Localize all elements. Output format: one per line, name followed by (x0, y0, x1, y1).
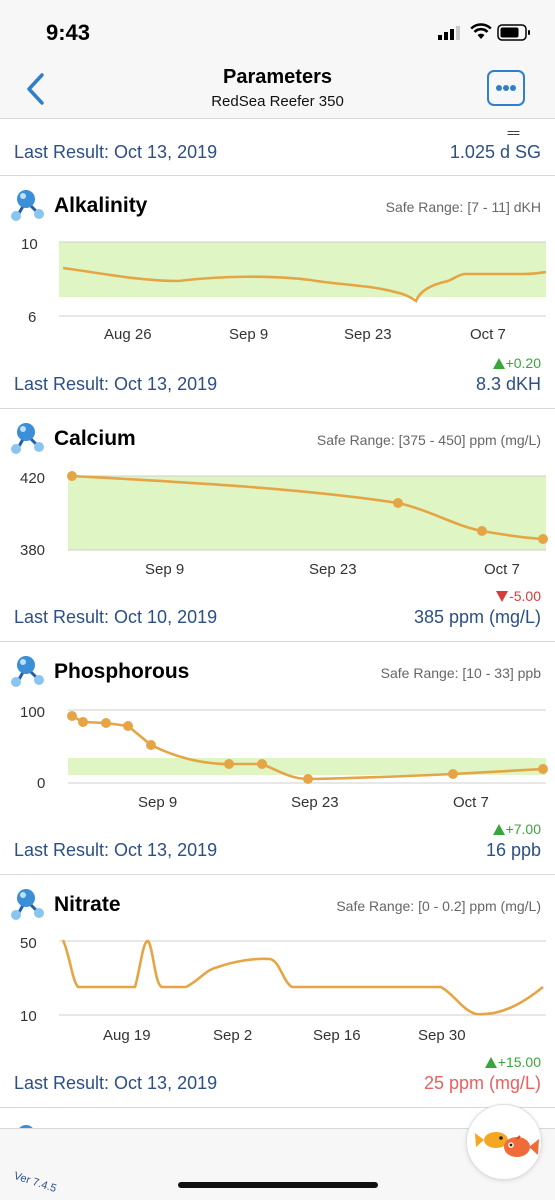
x-tick: Aug 19 (103, 1027, 151, 1044)
data-point (146, 740, 156, 750)
home-indicator (178, 1182, 378, 1188)
last-result-label: Last Result: Oct 13, 2019 (14, 840, 218, 860)
arrow-up-icon (492, 358, 505, 369)
molecule-icon (11, 889, 44, 920)
change-indicator: +7.00 (492, 821, 541, 837)
last-result-label: Last Result: Oct 13, 2019 (14, 1073, 218, 1093)
navigation-bar: Parameters RedSea Reefer 350 (0, 60, 555, 119)
data-point (224, 759, 234, 769)
data-point (78, 717, 88, 727)
data-point (67, 711, 77, 721)
chevron-left-icon[interactable] (22, 72, 50, 106)
parameter-name: Calcium (54, 427, 136, 450)
parameter-name: Alkalinity (54, 194, 148, 217)
y-tick: 10 (20, 1008, 37, 1025)
phosphorous-chart: 100 0 Sep 9 Sep 23 Oct 7 (20, 704, 548, 811)
safe-range: Safe Range: [7 - 11] dKH (385, 199, 541, 215)
nitrate-value: 25 ppm (mg/L) (423, 1073, 541, 1093)
trend-line (61, 939, 544, 1016)
change-indicator: +0.20 (492, 355, 541, 371)
y-tick: 380 (20, 542, 45, 559)
arrow-up-icon (492, 824, 505, 835)
x-tick: Oct 7 (484, 561, 520, 578)
x-tick: Sep 30 (418, 1027, 466, 1044)
trend-line (62, 266, 547, 304)
last-result-label: Last Result: Oct 10, 2019 (14, 607, 218, 627)
status-bar: 9:43 (0, 0, 555, 60)
x-tick: Oct 7 (470, 326, 506, 343)
data-point (101, 718, 111, 728)
data-point (123, 721, 133, 731)
fish-icon (475, 1132, 539, 1157)
molecule-icon (11, 190, 44, 221)
arrow-up-icon (484, 1057, 497, 1068)
ellipsis-icon (496, 85, 502, 91)
data-point (477, 526, 487, 536)
y-tick: 6 (28, 309, 36, 326)
specific-gravity-value: 1.025 d SG (449, 142, 541, 162)
sg-indicator: == (506, 126, 520, 140)
data-point (538, 534, 548, 544)
calcium-value: 385 ppm (mg/L) (413, 607, 541, 627)
arrow-down-icon (496, 591, 509, 602)
x-tick: Sep 23 (291, 794, 339, 811)
x-tick: Oct 7 (453, 794, 489, 811)
change-indicator: -5.00 (496, 588, 541, 604)
bottom-bar (0, 1128, 555, 1200)
nitrate-card[interactable]: Nitrate Safe Range: [0 - 0.2] ppm (mg/L)… (0, 876, 555, 1108)
x-tick: Sep 9 (145, 561, 184, 578)
x-tick: Sep 9 (229, 326, 268, 343)
y-tick: 50 (20, 935, 37, 952)
data-point (448, 769, 458, 779)
data-point (303, 774, 313, 784)
change-indicator: +15.00 (484, 1054, 541, 1070)
cellular-signal-icon (438, 26, 460, 40)
y-tick: 0 (37, 775, 45, 792)
tank-name: RedSea Reefer 350 (211, 93, 344, 110)
alkalinity-value: 8.3 dKH (475, 374, 541, 394)
x-tick: Aug 26 (104, 326, 152, 343)
fish-action-button[interactable] (466, 1104, 542, 1180)
x-tick: Sep 23 (344, 326, 392, 343)
safe-range-band (59, 242, 546, 297)
x-tick: Sep 16 (313, 1027, 361, 1044)
x-tick: Sep 2 (213, 1027, 252, 1044)
last-result-label: Last Result: Oct 13, 2019 (14, 142, 218, 162)
more-options-button[interactable] (487, 70, 525, 106)
safe-range-band (68, 476, 546, 550)
data-point (67, 471, 77, 481)
alkalinity-chart: 10 6 Aug 26 Sep 9 Sep 23 Oct 7 (21, 236, 547, 343)
calcium-chart: 420 380 Sep 9 Sep 23 Oct 7 (20, 470, 548, 578)
calcium-card[interactable]: Calcium Safe Range: [375 - 450] ppm (mg/… (0, 410, 555, 642)
y-tick: 420 (20, 470, 45, 487)
data-point (538, 764, 548, 774)
safe-range-band (68, 758, 546, 775)
y-tick: 10 (21, 236, 38, 253)
page-title: Parameters (223, 66, 332, 88)
data-point (257, 759, 267, 769)
parameter-name: Phosphorous (54, 660, 190, 683)
nitrate-chart: 50 10 Aug 19 Sep 2 Sep 16 Sep 30 (20, 935, 546, 1044)
y-tick: 100 (20, 704, 45, 721)
molecule-icon (11, 656, 44, 687)
alkalinity-card[interactable]: Alkalinity Safe Range: [7 - 11] dKH 10 6… (0, 177, 555, 409)
specific-gravity-row[interactable]: == Last Result: Oct 13, 2019 1.025 d SG (0, 120, 555, 176)
parameter-name: Nitrate (54, 893, 121, 916)
status-time: 9:43 (46, 20, 91, 45)
safe-range: Safe Range: [10 - 33] ppb (380, 665, 541, 681)
phosphorous-card[interactable]: Phosphorous Safe Range: [10 - 33] ppb 10… (0, 643, 555, 875)
safe-range: Safe Range: [0 - 0.2] ppm (mg/L) (336, 898, 541, 914)
x-tick: Sep 23 (309, 561, 357, 578)
battery-icon (497, 24, 530, 41)
data-point (393, 498, 403, 508)
phosphorous-value: 16 ppb (485, 840, 541, 860)
wifi-icon (470, 23, 492, 39)
x-tick: Sep 9 (138, 794, 177, 811)
last-result-label: Last Result: Oct 13, 2019 (14, 374, 218, 394)
safe-range: Safe Range: [375 - 450] ppm (mg/L) (316, 432, 541, 448)
molecule-icon (11, 423, 44, 454)
